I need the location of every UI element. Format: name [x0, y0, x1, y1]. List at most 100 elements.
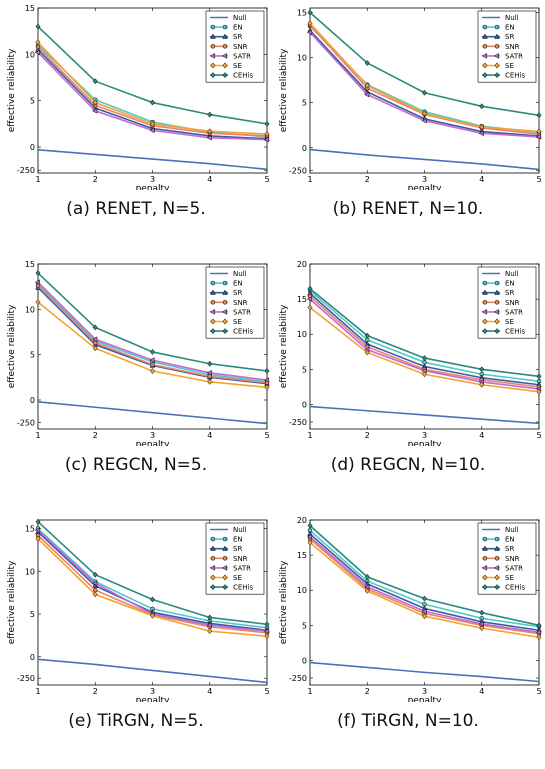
legend-label: SNR — [505, 299, 520, 307]
legend-marker — [222, 33, 228, 39]
legend-label: CEHis — [505, 328, 526, 336]
series-cehis — [307, 285, 542, 380]
line-chart: 1 2 3 4 5 15 10 5 0 -250 penalty effective reliabil… — [7, 518, 270, 702]
legend-marker — [482, 318, 488, 325]
legend-marker — [221, 53, 228, 59]
data-point — [421, 355, 428, 362]
legend-marker — [481, 53, 488, 59]
data-point — [206, 134, 212, 141]
legend-label: SR — [233, 33, 242, 41]
legend-marker — [494, 280, 500, 286]
x-tick-label: 5 — [264, 175, 269, 184]
data-point — [264, 384, 270, 391]
legend-marker — [210, 44, 216, 49]
y-tick-label: 15 — [297, 295, 307, 304]
legend-label: CEHis — [233, 584, 254, 592]
data-point — [35, 44, 41, 50]
legend-label: CEHis — [505, 72, 526, 80]
y-axis-label: effective reliability — [279, 560, 289, 644]
y-tick-label: 0 — [30, 396, 35, 405]
legend-marker — [222, 536, 228, 542]
legend-label: Null — [233, 270, 247, 278]
legend-label: SNR — [233, 43, 248, 51]
x-tick-label: 5 — [536, 687, 541, 696]
x-tick-label: 2 — [93, 175, 98, 184]
x-tick-label: 2 — [365, 431, 370, 440]
y-tick-label: -250 — [17, 166, 35, 175]
legend-marker — [210, 300, 216, 305]
legend-label: CEHis — [233, 72, 254, 80]
legend-label: SATR — [233, 52, 251, 60]
legend-marker — [209, 309, 216, 315]
data-point — [306, 296, 313, 302]
data-point — [421, 110, 428, 117]
legend-marker — [482, 72, 488, 79]
legend-marker — [210, 62, 216, 69]
series-cehis — [307, 9, 542, 119]
legend-marker — [482, 328, 488, 335]
line-chart: 1 2 3 4 5 15 10 5 0 -250 penalty effective reliabil… — [7, 4, 270, 190]
y-tick-label: 5 — [302, 365, 307, 374]
series-null — [37, 401, 268, 425]
data-point — [479, 366, 485, 373]
data-point — [536, 112, 542, 119]
y-tick-label: 10 — [25, 305, 35, 314]
legend-marker — [210, 72, 216, 79]
x-axis-label: penalty — [408, 696, 442, 702]
data-point — [307, 285, 313, 292]
legend-label: Null — [233, 14, 247, 22]
legend-marker — [481, 565, 488, 571]
legend-marker — [222, 300, 228, 305]
data-point — [535, 629, 542, 636]
data-point — [364, 60, 370, 66]
data-point — [421, 371, 428, 378]
data-point — [421, 613, 428, 620]
data-point — [263, 628, 270, 634]
y-tick-label: 5 — [302, 99, 307, 108]
data-point — [92, 78, 98, 85]
legend-marker — [494, 44, 500, 49]
chart-panel: 1 2 3 4 5 15 10 5 0 -250 penalty effective reliabil… — [272, 0, 544, 256]
legend-marker — [482, 584, 488, 591]
data-point — [307, 522, 313, 529]
legend-marker — [222, 289, 228, 295]
y-tick-label: 10 — [297, 330, 307, 339]
legend-marker — [222, 584, 228, 591]
y-tick-label: 0 — [302, 144, 307, 153]
data-point — [92, 345, 98, 352]
y-tick-label: 5 — [302, 621, 307, 630]
legend-marker — [494, 318, 500, 325]
legend-label: Null — [233, 526, 247, 534]
line-chart: 1 2 3 4 5 20 15 10 5 0 -250 penalty effective reliab… — [279, 516, 542, 702]
y-tick-label: 20 — [297, 516, 307, 525]
legend-marker — [482, 536, 488, 542]
data-point — [307, 539, 313, 546]
data-point — [35, 39, 41, 46]
legend-marker — [222, 545, 228, 551]
chart-panel: 1 2 3 4 5 15 10 5 0 -250 penalty effective reliabil… — [0, 512, 272, 768]
data-point — [364, 587, 370, 594]
y-tick-label: 10 — [25, 50, 35, 59]
legend-label: Null — [505, 526, 519, 534]
series-null — [37, 149, 268, 171]
x-tick-label: 3 — [150, 431, 155, 440]
series-null — [309, 148, 540, 171]
data-point — [364, 91, 370, 98]
x-tick-label: 4 — [207, 431, 212, 440]
data-point — [364, 332, 370, 339]
legend-label: SNR — [233, 299, 248, 307]
legend-marker — [494, 289, 500, 295]
legend-label: SATR — [505, 52, 523, 60]
data-point — [206, 369, 212, 376]
y-tick-label: 0 — [30, 653, 35, 662]
data-point — [263, 136, 270, 143]
data-point — [479, 124, 485, 131]
legend-label: SR — [505, 289, 514, 297]
data-point — [421, 89, 428, 96]
data-point — [306, 29, 313, 36]
data-point — [478, 130, 484, 137]
legend-marker — [222, 280, 228, 286]
legend-label: SE — [233, 574, 242, 582]
x-tick-label: 1 — [307, 431, 312, 440]
data-point — [479, 381, 485, 388]
